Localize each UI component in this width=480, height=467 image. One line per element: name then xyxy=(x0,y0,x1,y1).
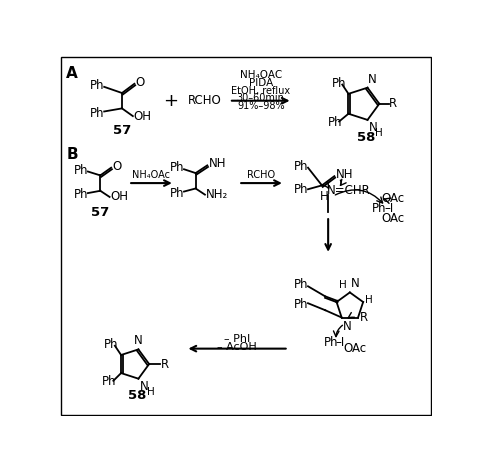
Text: –I: –I xyxy=(385,202,394,215)
Text: Ph: Ph xyxy=(89,106,104,120)
Text: Ph: Ph xyxy=(74,188,88,201)
Text: Ph: Ph xyxy=(328,116,343,129)
Text: 91%–98%: 91%–98% xyxy=(237,101,285,111)
Text: Ph: Ph xyxy=(74,163,88,177)
Text: Ph: Ph xyxy=(372,202,387,215)
Text: RCHO: RCHO xyxy=(247,170,276,180)
Text: EtOH, reflux: EtOH, reflux xyxy=(231,85,290,96)
Text: N: N xyxy=(140,380,149,393)
Text: 57: 57 xyxy=(91,206,109,219)
Text: OAc: OAc xyxy=(344,342,367,355)
Text: Ph: Ph xyxy=(294,278,309,291)
Text: 57: 57 xyxy=(113,124,131,137)
Text: +: + xyxy=(163,92,179,110)
Text: N: N xyxy=(368,73,377,86)
Text: Ph: Ph xyxy=(331,77,346,90)
Text: H: H xyxy=(320,191,328,204)
Text: O: O xyxy=(112,160,121,173)
Text: NH₄OAC: NH₄OAC xyxy=(240,71,282,80)
Text: A: A xyxy=(66,66,78,81)
Text: H: H xyxy=(339,280,347,290)
Text: NH₂: NH₂ xyxy=(206,188,228,201)
Text: N: N xyxy=(343,320,352,333)
Text: N: N xyxy=(350,277,360,290)
Text: 58: 58 xyxy=(357,131,375,144)
Text: Ph: Ph xyxy=(102,375,116,388)
Text: OAc: OAc xyxy=(382,212,405,225)
Text: –I: –I xyxy=(335,336,344,349)
Text: R: R xyxy=(360,311,368,324)
Text: Ph: Ph xyxy=(294,298,309,311)
Text: 58: 58 xyxy=(128,389,147,402)
Text: NH: NH xyxy=(336,168,353,181)
Text: N=CHR: N=CHR xyxy=(326,184,371,197)
Text: – PhI: – PhI xyxy=(224,334,250,344)
Text: Ph: Ph xyxy=(294,160,309,173)
Text: N: N xyxy=(369,121,378,134)
Text: OAc: OAc xyxy=(382,192,405,205)
Text: Ph: Ph xyxy=(89,79,104,92)
Text: Ph: Ph xyxy=(170,161,184,174)
Text: B: B xyxy=(66,147,78,162)
Text: H: H xyxy=(365,296,372,305)
Text: NH: NH xyxy=(209,157,226,170)
Text: Ph: Ph xyxy=(324,336,338,349)
Text: R: R xyxy=(161,358,169,370)
Text: R: R xyxy=(389,97,397,110)
Text: H: H xyxy=(375,127,383,138)
Text: 30–60min: 30–60min xyxy=(237,93,285,103)
Text: OH: OH xyxy=(110,191,128,204)
Text: H: H xyxy=(147,387,155,397)
Text: PIDA: PIDA xyxy=(249,78,273,88)
Text: OH: OH xyxy=(133,110,152,123)
Text: NH₄OAc: NH₄OAc xyxy=(132,170,170,180)
Text: N: N xyxy=(134,334,143,347)
Text: RCHO: RCHO xyxy=(188,94,222,107)
Text: – AcOH: – AcOH xyxy=(217,342,257,352)
Text: O: O xyxy=(135,76,144,89)
Text: Ph: Ph xyxy=(170,187,184,199)
Text: Ph: Ph xyxy=(104,338,119,351)
Text: Ph: Ph xyxy=(294,183,309,196)
